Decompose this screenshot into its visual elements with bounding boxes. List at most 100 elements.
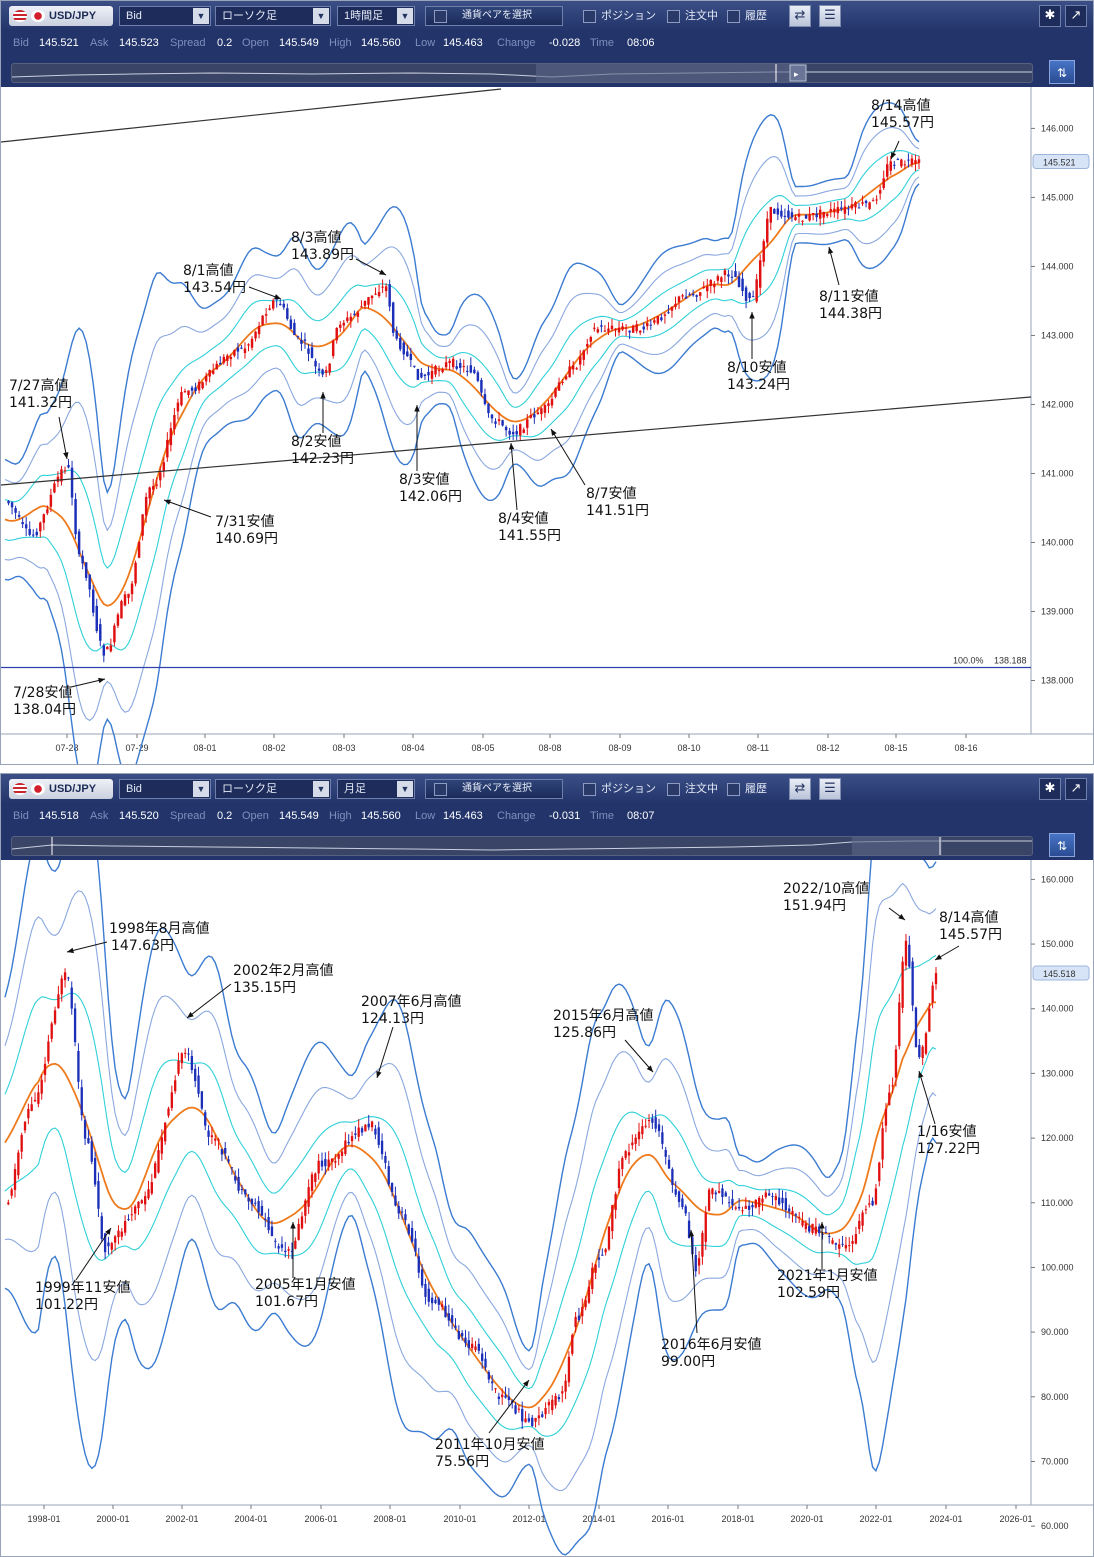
candle <box>646 322 649 327</box>
popout-icon[interactable]: ↗ <box>1065 5 1087 27</box>
candle <box>501 420 504 426</box>
history-checkbox[interactable] <box>727 10 740 23</box>
settings-icon[interactable]: ✱ <box>1039 778 1061 800</box>
candle <box>497 1396 501 1399</box>
position-toggle[interactable]: ポジション <box>583 6 663 26</box>
annotation-label: 2021年1月安値 <box>777 1268 878 1284</box>
arrow-head <box>918 1071 924 1078</box>
candle <box>176 402 180 412</box>
chart-icon[interactable]: ⇄ <box>789 5 811 27</box>
annotation-value: 145.57円 <box>939 927 1002 943</box>
y-tick-label: 142.000 <box>1041 399 1074 409</box>
candle <box>481 1353 484 1361</box>
candle <box>918 1044 921 1058</box>
history-toggle[interactable]: 履歴 <box>727 6 777 26</box>
pair-checkbox[interactable] <box>434 10 447 23</box>
candle <box>547 1401 551 1406</box>
candle <box>254 331 257 339</box>
x-tick-label: 1998-01 <box>27 1514 60 1524</box>
candle <box>293 322 296 336</box>
pair-select-button[interactable]: 通貨ペアを選択 <box>425 6 563 26</box>
candle <box>7 500 10 504</box>
orders-checkbox[interactable] <box>667 10 680 23</box>
navigator-toggle-icon[interactable]: ⇅ <box>1049 833 1075 857</box>
x-tick-label: 08-15 <box>884 743 907 753</box>
pair-checkbox[interactable] <box>434 783 447 796</box>
navigator-preview: ▸ <box>12 64 1032 82</box>
candle <box>829 209 833 212</box>
list-icon[interactable]: ☰ <box>819 5 841 27</box>
candle <box>578 356 582 365</box>
orders-checkbox[interactable] <box>667 783 680 796</box>
annotation-arrow <box>550 428 586 486</box>
candle <box>518 424 522 436</box>
candle <box>17 514 21 517</box>
candle <box>670 306 674 311</box>
candle <box>236 347 240 352</box>
history-toggle[interactable]: 履歴 <box>727 779 777 799</box>
symbol-button[interactable]: USD/JPY <box>9 6 113 26</box>
candle <box>157 1150 160 1173</box>
candle <box>74 499 77 535</box>
candle <box>261 315 264 325</box>
candle <box>601 1254 604 1256</box>
pair-select-button[interactable]: 通貨ペアを選択 <box>425 779 563 799</box>
candle <box>60 978 63 995</box>
candle <box>724 1192 727 1197</box>
chart-type-select[interactable]: ローソク足 ▼ <box>215 779 331 799</box>
candle <box>664 1149 667 1157</box>
chart-icon[interactable]: ⇄ <box>789 778 811 800</box>
popout-icon[interactable]: ↗ <box>1065 778 1087 800</box>
arrow-head <box>522 1380 529 1387</box>
candle <box>903 164 907 166</box>
orders-toggle[interactable]: 注文中 <box>667 779 723 799</box>
x-tick-label: 2006-01 <box>304 1514 337 1524</box>
candle <box>524 1418 527 1423</box>
navigator-toggle-icon[interactable]: ⇅ <box>1049 60 1075 84</box>
candle <box>374 293 377 295</box>
orders-toggle[interactable]: 注文中 <box>667 6 723 26</box>
candle <box>575 368 578 370</box>
open-label: Open <box>242 810 269 822</box>
candle <box>607 328 610 332</box>
spread-label: Spread <box>170 37 206 49</box>
candle <box>737 1206 741 1209</box>
candle <box>526 419 529 428</box>
timeframe-select[interactable]: 月足 ▼ <box>337 779 415 799</box>
candle <box>790 212 794 218</box>
settings-icon[interactable]: ✱ <box>1039 5 1061 27</box>
candle <box>448 360 451 364</box>
candle <box>571 365 575 370</box>
chart-type-select[interactable]: ローソク足 ▼ <box>215 6 331 26</box>
candle <box>527 1418 531 1422</box>
candle <box>554 1395 557 1406</box>
position-checkbox[interactable] <box>583 10 596 23</box>
position-toggle[interactable]: ポジション <box>583 779 663 799</box>
high-value: 145.560 <box>361 810 401 822</box>
position-checkbox[interactable] <box>583 783 596 796</box>
candle <box>551 1399 554 1411</box>
candle <box>148 487 151 499</box>
candle <box>517 1408 521 1410</box>
history-checkbox[interactable] <box>727 783 740 796</box>
candle <box>399 337 402 350</box>
candle <box>631 1142 634 1146</box>
x-tick-label: 08-01 <box>193 743 216 753</box>
time-value: 08:07 <box>627 810 655 822</box>
candle <box>328 363 331 373</box>
annotation-arrow <box>828 246 840 286</box>
candle <box>586 344 589 347</box>
candle <box>267 1216 270 1231</box>
list-icon[interactable]: ☰ <box>819 778 841 800</box>
navigator-scrollbar[interactable]: ▸ <box>11 63 1033 83</box>
x-tick-label: 2022-01 <box>859 1514 892 1524</box>
candle <box>848 1245 851 1247</box>
symbol-button[interactable]: USD/JPY <box>9 779 113 799</box>
moving-average-line <box>4 1001 937 1409</box>
price-type-select[interactable]: Bid ▼ <box>119 779 211 799</box>
candle <box>183 391 187 393</box>
price-type-select[interactable]: Bid ▼ <box>119 6 211 26</box>
navigator-scrollbar[interactable] <box>11 836 1033 856</box>
timeframe-select[interactable]: 1時間足 ▼ <box>337 6 415 26</box>
candle <box>794 217 797 221</box>
